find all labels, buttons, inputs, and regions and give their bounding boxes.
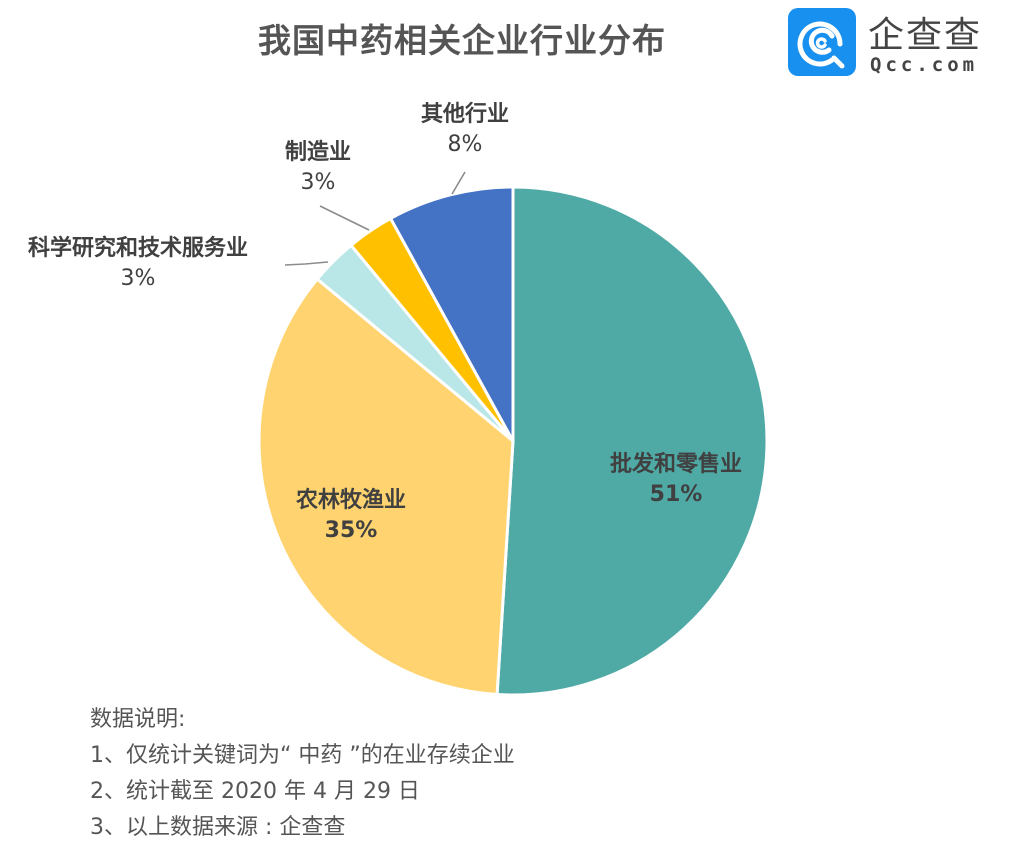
label-other-name: 其他行业 <box>420 102 510 127</box>
label-agri-pct: 35% <box>324 518 378 543</box>
label-manufacturing-name: 制造业 <box>284 140 352 165</box>
qcc-logo: 企查查 Qcc.com <box>788 8 1018 80</box>
data-notes: 数据说明: 1、仅统计关键词为“ 中药 ”的在业存续企业 2、统计截至 2020… <box>90 702 515 846</box>
pie-slice-1 <box>257 277 515 696</box>
label-research: 科学研究和技术服务业 3% <box>28 234 248 294</box>
notes-item-3: 3、以上数据来源 : 企查查 <box>90 815 346 840</box>
leader-line-manufacturing <box>319 205 370 231</box>
chart-title: 我国中药相关企业行业分布 <box>258 21 666 60</box>
label-manufacturing: 制造业 3% <box>285 138 351 198</box>
qcc-logo-icon <box>788 8 856 76</box>
leader-line-other <box>451 171 466 195</box>
label-agri: 农林牧渔业 35% <box>296 486 406 546</box>
label-agri-name: 农林牧渔业 <box>295 488 407 513</box>
notes-item-1: 1、仅统计关键词为“ 中药 ”的在业存续企业 <box>90 743 515 768</box>
label-other: 其他行业 8% <box>421 100 509 160</box>
notes-item-2: 2、统计截至 2020 年 4 月 29 日 <box>90 779 420 804</box>
label-wholesale-name: 批发和零售业 <box>609 452 743 477</box>
pie-slice-4 <box>389 185 515 443</box>
logo-name-en: Qcc.com <box>870 54 979 76</box>
label-manufacturing-pct: 3% <box>300 170 336 195</box>
label-wholesale-pct: 51% <box>649 482 703 507</box>
notes-heading: 数据说明: <box>90 707 186 732</box>
label-other-pct: 8% <box>447 132 483 157</box>
label-research-name: 科学研究和技术服务业 <box>27 236 249 261</box>
logo-name-cn: 企查查 <box>868 15 983 56</box>
pie-slices <box>257 185 769 697</box>
leader-line-research <box>284 261 329 266</box>
pie-slice-0 <box>495 185 769 697</box>
label-research-pct: 3% <box>120 266 156 291</box>
label-wholesale: 批发和零售业 51% <box>610 450 742 510</box>
leader-lines <box>284 171 466 266</box>
